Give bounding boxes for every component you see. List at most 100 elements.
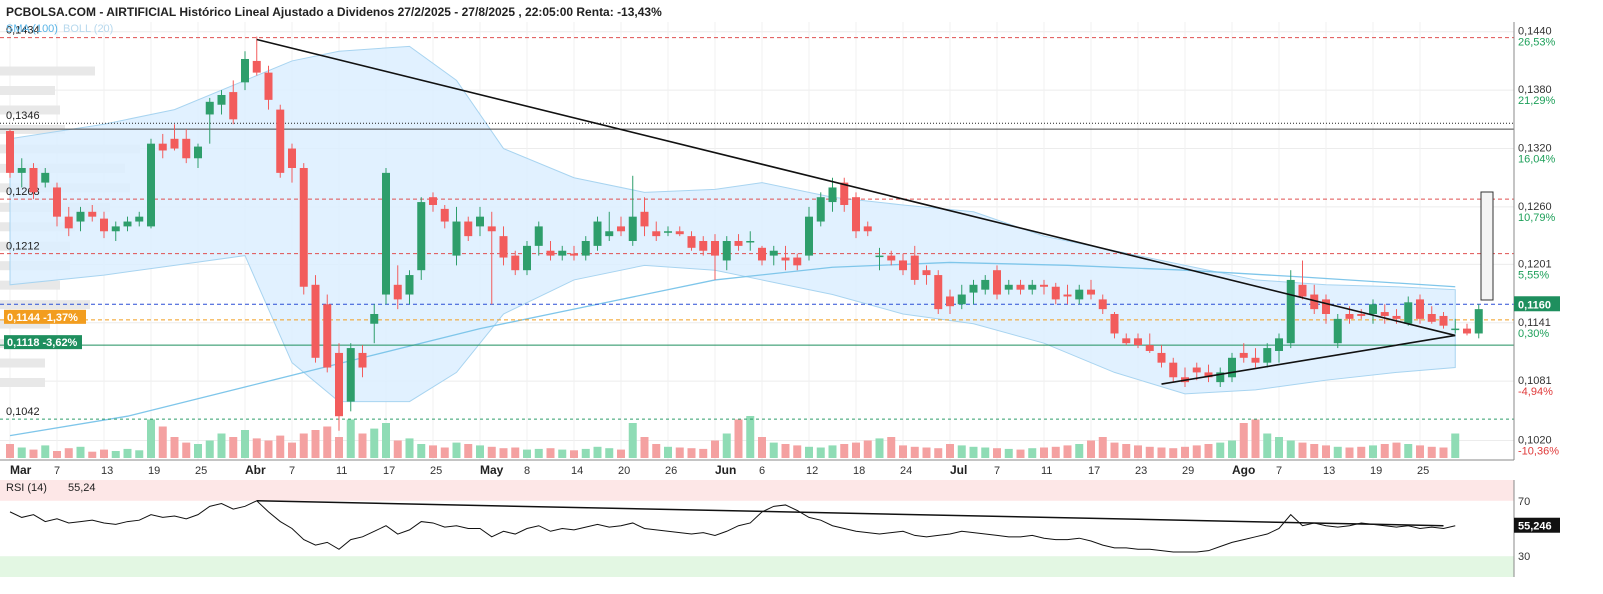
candle-body[interactable] bbox=[382, 172, 390, 295]
candle-body[interactable] bbox=[1157, 352, 1166, 363]
candle-body[interactable] bbox=[993, 270, 1001, 295]
candle-body[interactable] bbox=[194, 146, 202, 159]
candle-body[interactable] bbox=[781, 257, 790, 261]
candle-body[interactable] bbox=[229, 92, 238, 120]
candle-body[interactable] bbox=[1392, 315, 1401, 319]
candle-body[interactable] bbox=[1204, 372, 1213, 378]
candle-body[interactable] bbox=[1333, 318, 1342, 344]
candle-body[interactable] bbox=[1028, 284, 1037, 290]
candle-body[interactable] bbox=[440, 208, 449, 222]
candle-body[interactable] bbox=[617, 226, 625, 232]
candle-body[interactable] bbox=[276, 109, 285, 173]
candle-body[interactable] bbox=[417, 202, 426, 271]
candle-body[interactable] bbox=[769, 250, 778, 256]
candle-body[interactable] bbox=[805, 216, 813, 256]
candle-body[interactable] bbox=[464, 221, 473, 237]
candle-body[interactable] bbox=[17, 168, 26, 173]
candle-body[interactable] bbox=[393, 284, 402, 300]
candle-body[interactable] bbox=[241, 58, 249, 83]
candle-body[interactable] bbox=[1345, 314, 1354, 319]
candle-body[interactable] bbox=[41, 172, 50, 183]
candle-body[interactable] bbox=[1087, 289, 1095, 295]
candle-body[interactable] bbox=[899, 260, 907, 271]
candle-body[interactable] bbox=[1357, 314, 1366, 316]
candle-body[interactable] bbox=[1286, 279, 1295, 344]
candle-body[interactable] bbox=[1251, 357, 1260, 363]
candle-body[interactable] bbox=[863, 226, 872, 232]
candle-body[interactable] bbox=[957, 294, 966, 305]
candle-body[interactable] bbox=[605, 231, 614, 237]
candle-body[interactable] bbox=[840, 182, 849, 205]
candle-body[interactable] bbox=[969, 284, 978, 293]
candle-body[interactable] bbox=[640, 211, 649, 227]
candle-body[interactable] bbox=[1051, 286, 1060, 300]
candle-body[interactable] bbox=[158, 143, 167, 151]
trendline[interactable] bbox=[1161, 334, 1456, 385]
measure-box[interactable] bbox=[1480, 191, 1494, 301]
candle-body[interactable] bbox=[1463, 328, 1471, 334]
candle-body[interactable] bbox=[1322, 299, 1330, 314]
candle-body[interactable] bbox=[1004, 284, 1013, 290]
candle-body[interactable] bbox=[734, 241, 743, 246]
candle-body[interactable] bbox=[182, 138, 191, 159]
candle-body[interactable] bbox=[887, 255, 896, 261]
candle-body[interactable] bbox=[1098, 299, 1107, 310]
candle-body[interactable] bbox=[1216, 372, 1225, 383]
candle-body[interactable] bbox=[910, 255, 919, 280]
candle-body[interactable] bbox=[675, 231, 684, 235]
candle-body[interactable] bbox=[558, 250, 567, 256]
candle-body[interactable] bbox=[147, 143, 155, 227]
candle-body[interactable] bbox=[358, 352, 367, 368]
candle-body[interactable] bbox=[1040, 284, 1048, 287]
candle-body[interactable] bbox=[311, 284, 320, 358]
candle-body[interactable] bbox=[476, 216, 484, 227]
candle-body[interactable] bbox=[76, 211, 85, 222]
candle-body[interactable] bbox=[288, 148, 296, 168]
candle-body[interactable] bbox=[652, 231, 661, 237]
candle-body[interactable] bbox=[1369, 304, 1377, 314]
candle-body[interactable] bbox=[335, 352, 343, 417]
candle-body[interactable] bbox=[323, 304, 332, 368]
candle-body[interactable] bbox=[487, 226, 496, 232]
candle-body[interactable] bbox=[511, 255, 520, 271]
candle-body[interactable] bbox=[1239, 352, 1248, 358]
candle-body[interactable] bbox=[88, 211, 97, 217]
candle-body[interactable] bbox=[1416, 299, 1424, 319]
sma-indicator-label[interactable]: SMA (100) bbox=[6, 23, 58, 35]
candle-body[interactable] bbox=[828, 187, 837, 203]
candle-body[interactable] bbox=[664, 231, 672, 233]
candle-body[interactable] bbox=[875, 255, 884, 258]
candle-body[interactable] bbox=[1075, 289, 1084, 300]
candle-body[interactable] bbox=[581, 241, 590, 256]
candle-body[interactable] bbox=[1298, 284, 1307, 297]
candle-body[interactable] bbox=[981, 279, 990, 290]
candle-body[interactable] bbox=[922, 270, 931, 276]
candle-body[interactable] bbox=[1404, 302, 1413, 324]
candle-body[interactable] bbox=[816, 197, 825, 222]
candle-body[interactable] bbox=[1063, 294, 1072, 297]
candle-body[interactable] bbox=[934, 275, 943, 310]
candle-body[interactable] bbox=[53, 187, 61, 217]
candle-body[interactable] bbox=[64, 216, 73, 229]
candle-body[interactable] bbox=[252, 60, 261, 73]
trendline[interactable] bbox=[256, 38, 1456, 337]
candle-body[interactable] bbox=[6, 131, 14, 173]
candle-body[interactable] bbox=[100, 218, 108, 232]
candle-body[interactable] bbox=[1263, 348, 1272, 363]
candle-body[interactable] bbox=[570, 253, 578, 256]
rsi-trendline[interactable] bbox=[256, 500, 1444, 527]
candle-body[interactable] bbox=[1145, 345, 1154, 351]
candle-body[interactable] bbox=[111, 226, 120, 232]
candle-body[interactable] bbox=[523, 245, 531, 271]
candle-body[interactable] bbox=[546, 250, 555, 256]
candle-body[interactable] bbox=[793, 257, 802, 266]
candle-body[interactable] bbox=[946, 296, 954, 307]
candle-body[interactable] bbox=[170, 138, 179, 149]
candle-body[interactable] bbox=[1110, 314, 1119, 334]
candle-body[interactable] bbox=[1380, 312, 1389, 316]
candle-body[interactable] bbox=[1275, 338, 1283, 351]
candle-body[interactable] bbox=[1122, 338, 1131, 344]
candle-body[interactable] bbox=[299, 168, 308, 287]
candle-body[interactable] bbox=[123, 221, 132, 227]
candle-body[interactable] bbox=[1192, 367, 1201, 373]
